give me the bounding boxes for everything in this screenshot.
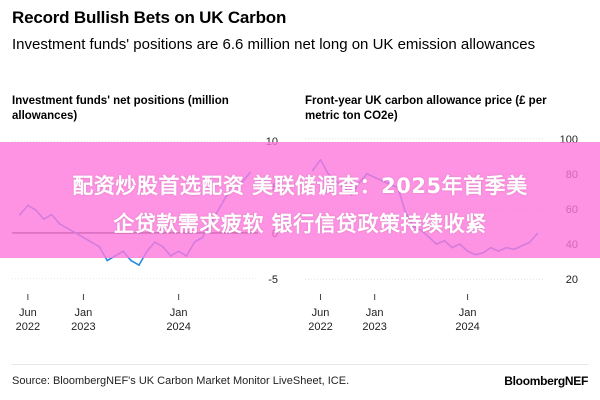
chart-title: Record Bullish Bets on UK Carbon (12, 8, 287, 27)
chart-subtitle: Investment funds' positions are 6.6 mill… (12, 36, 536, 53)
x-tick-label-year: 2022 (16, 321, 40, 333)
x-tick-label: Jan (366, 307, 384, 319)
overlay-banner: 配资炒股首选配资 美联储调查：2025年首季美 企贷款需求疲软 银行信贷政策持续… (0, 142, 600, 258)
overlay-text-line-1: 配资炒股首选配资 美联储调查：2025年首季美 (72, 174, 528, 198)
overlay-text-line-2: 企贷款需求疲软 银行信贷政策持续收紧 (113, 212, 487, 236)
brand-logo: BloombergNEF (504, 374, 588, 388)
x-tick-label-year: 2023 (71, 321, 95, 333)
x-tick-label-year: 2024 (455, 321, 479, 333)
data-point (106, 259, 109, 262)
right-panel-title: Front-year UK carbon allowance price (£ … (305, 95, 547, 122)
footer-divider (12, 364, 588, 365)
x-tick-label-year: 2022 (308, 321, 332, 333)
x-tick-label: Jan (75, 307, 93, 319)
x-tick-label-year: 2024 (166, 321, 190, 333)
x-tick-label: Jan (170, 307, 188, 319)
y-tick-label: -5 (268, 274, 278, 286)
x-tick-label-year: 2023 (362, 321, 386, 333)
x-tick-label: Jan (459, 307, 477, 319)
left-panel-title: Investment funds' net positions (million… (12, 95, 229, 122)
data-point (130, 259, 132, 262)
x-tick-label: Jun (19, 307, 37, 319)
data-point (138, 264, 140, 266)
source-note: Source: BloombergNEF's UK Carbon Market … (12, 375, 350, 387)
y-tick-label: 20 (566, 274, 578, 286)
x-tick-label: Jun (312, 307, 330, 319)
